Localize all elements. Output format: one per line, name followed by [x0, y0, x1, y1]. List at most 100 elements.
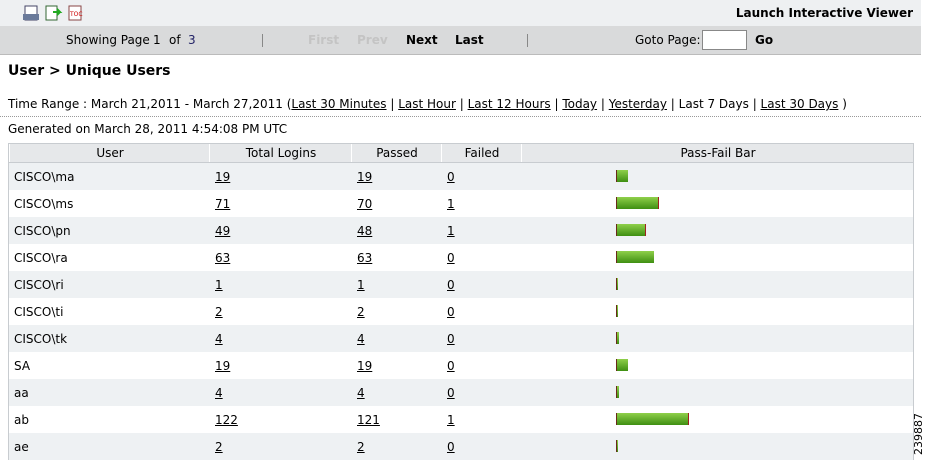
count-link[interactable]: 2	[357, 304, 365, 319]
user-name: CISCO\tk	[14, 331, 68, 346]
count-link[interactable]: 49	[215, 223, 231, 238]
table-row: CISCO\tk 4 4 0	[9, 325, 913, 352]
count-link[interactable]: 1	[447, 196, 455, 211]
count-link[interactable]: 2	[357, 439, 365, 454]
count-link[interactable]: 70	[357, 196, 373, 211]
count-link[interactable]: 1	[357, 277, 365, 292]
count-link[interactable]: 48	[357, 223, 373, 238]
table: User Total Logins Passed Failed Pass-Fail Ba…	[8, 143, 914, 460]
page-number: 1	[153, 33, 161, 47]
pass-bar	[616, 251, 655, 263]
count-link[interactable]: 0	[447, 250, 455, 265]
next-button[interactable]: Next	[406, 33, 438, 47]
count-link[interactable]: 2	[215, 304, 223, 319]
count-link[interactable]: 0	[447, 439, 455, 454]
count-link[interactable]: 1	[215, 277, 223, 292]
generated-on: Generated on March 28, 2011 4:54:08 PM U…	[8, 122, 288, 136]
count-link[interactable]: 19	[357, 358, 373, 373]
fail-bar	[645, 224, 646, 236]
time-range-link[interactable]: Last Hour	[398, 97, 456, 111]
table-row: ae 2 2 0	[9, 433, 913, 460]
launch-viewer[interactable]: Launch Interactive Viewer	[735, 6, 913, 20]
pass-bar	[616, 359, 629, 371]
pass-bar	[616, 440, 619, 452]
user-name: CISCO\ma	[14, 169, 75, 184]
table-row: CISCO\ms 71 70 1	[9, 190, 913, 217]
table-row: CISCO\ri 1 1 0	[9, 271, 913, 298]
time-range-link[interactable]: Yesterday	[608, 97, 667, 111]
user-name: ab	[14, 412, 29, 427]
toolbar: TOC Launch Interactive Viewer	[0, 0, 921, 26]
count-link[interactable]: 63	[357, 250, 373, 265]
time-range-current: Last 7 Days	[678, 97, 749, 111]
table-header: User Total Logins Passed Failed Pass-Fail Ba…	[9, 144, 913, 163]
count-link[interactable]: 4	[357, 385, 365, 400]
count-link[interactable]: 19	[215, 358, 231, 373]
pager: Showing Page 1 of 3 First Prev Next Last…	[0, 26, 921, 55]
time-range-link[interactable]: Last 12 Hours	[467, 97, 551, 111]
time-range-close: )	[842, 97, 847, 111]
count-link[interactable]: 4	[357, 331, 365, 346]
user-name: CISCO\ri	[14, 277, 64, 292]
count-link[interactable]: 4	[215, 331, 223, 346]
user-name: CISCO\pn	[14, 223, 71, 238]
pass-bar	[616, 170, 629, 182]
count-link[interactable]: 2	[215, 439, 223, 454]
count-link[interactable]: 63	[215, 250, 231, 265]
svg-text:TOC: TOC	[69, 11, 83, 18]
count-link[interactable]: 122	[215, 412, 238, 427]
pass-bar	[616, 386, 620, 398]
pass-bar	[616, 332, 620, 344]
table-row: CISCO\pn 49 48 1	[9, 217, 913, 244]
showing-label: Showing Page	[66, 33, 150, 47]
toolbar-icons: TOC	[23, 5, 83, 21]
fail-bar	[658, 197, 659, 209]
count-link[interactable]: 0	[447, 385, 455, 400]
user-name: ae	[14, 439, 29, 454]
count-link[interactable]: 1	[447, 223, 455, 238]
time-range-link[interactable]: Last 30 Days	[760, 97, 839, 111]
count-link[interactable]: 19	[215, 169, 231, 184]
column-header: User	[9, 144, 210, 162]
table-row: CISCO\ti 2 2 0	[9, 298, 913, 325]
report-title: User > Unique Users	[8, 63, 171, 79]
figure-id: 239887	[912, 413, 925, 455]
user-name: SA	[14, 358, 31, 373]
last-button[interactable]: Last	[455, 33, 484, 47]
column-header: Passed	[351, 144, 442, 162]
user-name: CISCO\ra	[14, 250, 68, 265]
column-header: Total Logins	[209, 144, 352, 162]
pass-bar	[616, 413, 689, 425]
time-range-label: Time Range : March 21,2011 - March 27,20…	[8, 97, 292, 111]
count-link[interactable]: 121	[357, 412, 380, 427]
go-button[interactable]: Go	[755, 33, 774, 47]
time-range-link[interactable]: Last 30 Minutes	[291, 97, 387, 111]
total-pages: 3	[188, 33, 196, 47]
goto-label: Goto Page:	[635, 33, 701, 47]
column-header: Pass-Fail Bar	[521, 144, 914, 162]
count-link[interactable]: 0	[447, 358, 455, 373]
table-body: CISCO\ma 19 19 0 CISCO\ms 71 70 1 CISCO\pn 49 48 1 C…	[9, 163, 913, 460]
count-link[interactable]: 0	[447, 304, 455, 319]
fail-bar	[688, 413, 689, 425]
time-range: Time Range : March 21,2011 - March 27,20…	[8, 97, 847, 111]
pass-bar	[616, 278, 618, 290]
count-link[interactable]: 0	[447, 331, 455, 346]
goto-input[interactable]	[702, 30, 747, 50]
count-link[interactable]: 19	[357, 169, 373, 184]
prev-button: Prev	[357, 33, 388, 47]
count-link[interactable]: 1	[447, 412, 455, 427]
count-link[interactable]: 71	[215, 196, 231, 211]
table-row: CISCO\ra 63 63 0	[9, 244, 913, 271]
count-link[interactable]: 4	[215, 385, 223, 400]
count-link[interactable]: 0	[447, 169, 455, 184]
table-row: SA 19 19 0	[9, 352, 913, 379]
first-button: First	[308, 33, 340, 47]
time-range-link[interactable]: Today	[562, 97, 598, 111]
user-name: CISCO\ti	[14, 304, 64, 319]
of-label: of	[169, 33, 181, 47]
table-row: CISCO\ma 19 19 0	[9, 163, 913, 190]
table-row: aa 4 4 0	[9, 379, 913, 406]
count-link[interactable]: 0	[447, 277, 455, 292]
